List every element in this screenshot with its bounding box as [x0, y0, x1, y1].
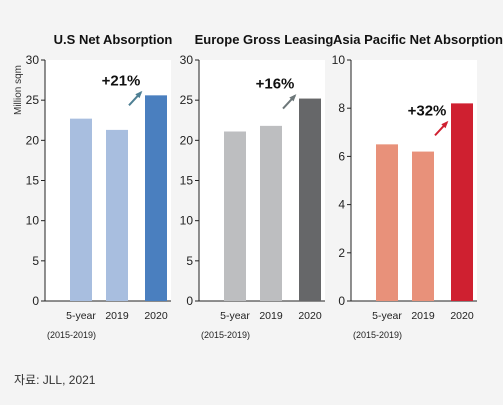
trend-arrow-head-2 — [289, 94, 297, 102]
y-tick-label-1: 20 — [26, 133, 40, 147]
x-tick-label-3-3: 2020 — [450, 310, 474, 322]
y-tick-label-2: 15 — [180, 174, 194, 188]
trend-arrow-head-1 — [135, 90, 143, 99]
trend-arrow-head-3 — [441, 120, 449, 129]
x-tick-label-1-3: 2020 — [144, 310, 168, 322]
x-tick-label-1-2: 2019 — [105, 310, 129, 322]
y-tick-label-1: 5 — [32, 254, 39, 268]
bar-1-1 — [70, 118, 92, 301]
change-annotation-1: +21% — [102, 72, 141, 89]
bar-2-1 — [224, 131, 246, 301]
y-tick-label-2: 20 — [180, 133, 194, 147]
x-tick-label-3-1: 5-year — [372, 310, 402, 322]
y-tick-label-1: 10 — [26, 214, 40, 228]
y-axis-label: Million sqm — [13, 65, 24, 115]
change-annotation-3: +32% — [408, 102, 447, 119]
x-tick-label-3-2: 2019 — [411, 310, 435, 322]
chart-title-1: U.S Net Absorption — [54, 32, 173, 47]
chart-title-3: Asia Pacific Net Absorption — [333, 32, 503, 47]
bar-1-2 — [106, 129, 128, 301]
y-tick-label-1: 15 — [26, 174, 40, 188]
y-tick-label-2: 30 — [180, 53, 194, 67]
bar-3-3 — [451, 103, 473, 301]
bar-1-3 — [145, 95, 167, 301]
chart-title-2: Europe Gross Leasing — [195, 32, 334, 47]
y-tick-label-3: 0 — [338, 294, 345, 308]
bar-2-3 — [299, 98, 321, 301]
y-tick-label-3: 4 — [338, 198, 345, 212]
y-tick-label-2: 25 — [180, 93, 194, 107]
y-tick-label-2: 0 — [186, 294, 193, 308]
bar-3-2 — [412, 151, 434, 301]
x-tick-sublabel-3: (2015-2019) — [353, 330, 402, 340]
bar-2-2 — [260, 125, 282, 301]
y-tick-label-3: 8 — [338, 101, 345, 115]
bar-3-1 — [376, 144, 398, 301]
x-tick-label-1-1: 5-year — [66, 310, 96, 322]
x-tick-sublabel-2: (2015-2019) — [201, 330, 250, 340]
y-tick-label-2: 10 — [180, 214, 194, 228]
y-tick-label-1: 30 — [26, 53, 40, 67]
y-tick-label-3: 2 — [338, 246, 345, 260]
y-tick-label-3: 10 — [332, 53, 346, 67]
x-tick-sublabel-1: (2015-2019) — [47, 330, 96, 340]
x-tick-label-2-2: 2019 — [259, 310, 283, 322]
y-tick-label-2: 5 — [186, 254, 193, 268]
y-tick-label-1: 25 — [26, 93, 40, 107]
y-tick-label-1: 0 — [32, 294, 39, 308]
change-annotation-2: +16% — [256, 76, 295, 93]
y-tick-label-3: 6 — [338, 149, 345, 163]
source-note: 자료: JLL, 2021 — [14, 373, 96, 387]
x-tick-label-2-3: 2020 — [298, 310, 322, 322]
x-tick-label-2-1: 5-year — [220, 310, 250, 322]
